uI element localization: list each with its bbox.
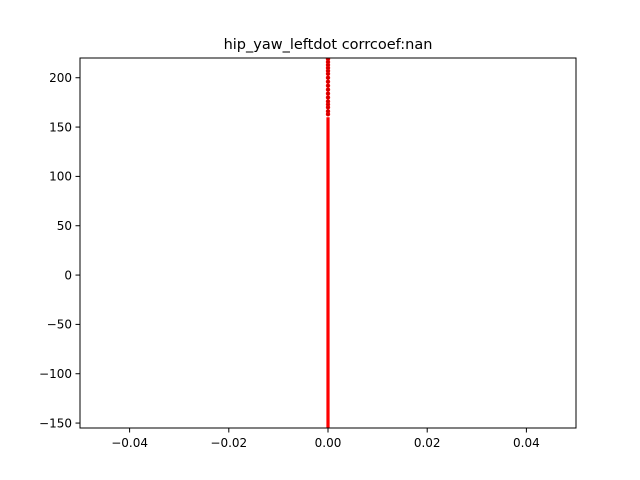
- data-point: [325, 58, 331, 62]
- data-series: [325, 58, 331, 428]
- y-axis: −150 −100 −50 0 50 100 150 200: [39, 71, 80, 430]
- data-point: [325, 91, 331, 96]
- y-tick-label: 50: [57, 219, 72, 233]
- x-tick-label: −0.02: [210, 436, 247, 450]
- data-point: [325, 79, 331, 84]
- chart-title: hip_yaw_leftdot corrcoef:nan: [224, 37, 433, 53]
- data-point: [325, 109, 331, 114]
- data-point: [325, 75, 331, 80]
- y-tick-label: 100: [49, 170, 72, 184]
- x-axis: −0.04 −0.02 0.00 0.02 0.04: [111, 428, 540, 450]
- x-tick-label: 0.00: [315, 436, 342, 450]
- y-tick-label: 200: [49, 71, 72, 85]
- y-tick-label: 0: [64, 268, 72, 282]
- data-point: [325, 95, 331, 100]
- y-tick-label: −150: [39, 416, 72, 430]
- x-tick-label: 0.04: [513, 436, 540, 450]
- y-tick-label: −100: [39, 367, 72, 381]
- data-point: [325, 83, 331, 88]
- y-tick-label: −50: [47, 318, 72, 332]
- y-tick-label: 150: [49, 120, 72, 134]
- data-point: [325, 99, 331, 104]
- x-tick-label: 0.02: [414, 436, 441, 450]
- data-point: [325, 87, 331, 92]
- x-tick-label: −0.04: [111, 436, 148, 450]
